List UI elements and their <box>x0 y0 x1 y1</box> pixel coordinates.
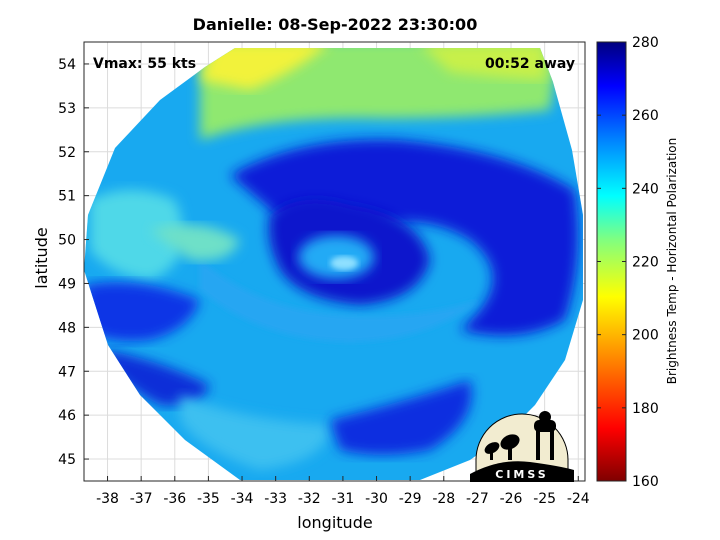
cyan-band-south <box>180 395 330 470</box>
cold-spiral-arm <box>230 139 579 336</box>
time-offset-label: 00:52 away <box>485 56 575 72</box>
y-tick-label: 53 <box>58 101 76 117</box>
x-tick-label: -31 <box>331 491 354 507</box>
y-axis-label: latitude <box>32 227 51 288</box>
y-tick-labels: 45 46 47 48 49 50 51 52 53 54 <box>58 57 89 468</box>
warm-spiral-band <box>150 224 240 261</box>
y-tick-label: 46 <box>58 408 76 424</box>
microwave-swath <box>84 48 583 480</box>
chart-title: Danielle: 08-Sep-2022 23:30:00 <box>193 15 478 34</box>
x-tick-label: -33 <box>264 491 287 507</box>
warm-patch-north <box>200 48 330 90</box>
x-tick-label: -34 <box>231 491 254 507</box>
x-tick-label: -30 <box>365 491 388 507</box>
cimss-logo-text: CIMSS <box>495 468 548 481</box>
x-tick-label: -32 <box>298 491 321 507</box>
y-tick-label: 48 <box>58 320 76 336</box>
x-tick-label: -25 <box>533 491 556 507</box>
x-tick-label: -24 <box>567 491 590 507</box>
vmax-label: Vmax: 55 kts <box>93 56 196 72</box>
cold-band-southwest <box>105 350 210 406</box>
x-tick-label: -38 <box>96 491 119 507</box>
colorbar-ticks: 160 180 200 220 240 260 280 <box>597 35 659 490</box>
x-tick-label: -35 <box>197 491 220 507</box>
x-tick-label: -36 <box>163 491 186 507</box>
x-tick-label: -29 <box>399 491 422 507</box>
colorbar-tick-label: 280 <box>632 35 659 51</box>
x-tick-label: -26 <box>500 491 523 507</box>
colorbar-tick-label: 200 <box>632 328 659 344</box>
cold-band-south <box>330 380 472 455</box>
y-tick-label: 51 <box>58 189 76 205</box>
storm-eye <box>298 235 375 280</box>
x-axis-label: longitude <box>297 513 372 532</box>
y-tick-label: 47 <box>58 364 76 380</box>
colorbar-tick-label: 180 <box>632 401 659 417</box>
axes-frame <box>83 41 586 482</box>
colorbar: 160 180 200 220 240 260 280 Brightness Temp - … <box>596 35 679 490</box>
colorbar-tick-label: 220 <box>632 255 659 271</box>
colorbar-gradient <box>596 41 627 482</box>
map-axes: -38 -37 -36 -35 -34 -33 -32 -31 -30 -29 -28 -27 -26-… <box>58 41 590 507</box>
storm-eye-center <box>330 256 359 271</box>
cold-band-west <box>84 282 200 342</box>
x-tick-label: -37 <box>130 491 153 507</box>
y-tick-label: 50 <box>58 233 76 249</box>
x-tick-labels: -38 -37 -36 -35 -34 -33 -32 -31 -30 -29 -28 -27 -26-… <box>96 476 590 507</box>
y-tick-label: 52 <box>58 145 76 161</box>
colorbar-tick-label: 240 <box>632 181 659 197</box>
cimss-logo: CIMSS <box>470 411 574 482</box>
x-tick-label: -27 <box>466 491 489 507</box>
y-tick-label: 45 <box>58 452 76 468</box>
y-tick-label: 54 <box>58 57 76 73</box>
y-tick-label: 49 <box>58 276 76 292</box>
x-tick-label: -28 <box>432 491 455 507</box>
colorbar-tick-label: 160 <box>632 474 659 490</box>
warm-patch-northeast <box>420 48 545 80</box>
colorbar-label: Brightness Temp - Horizontal Polarizatio… <box>665 138 679 385</box>
cyan-patch-west <box>90 190 184 280</box>
colorbar-tick-label: 260 <box>632 108 659 124</box>
spiral-band-inner <box>200 260 480 342</box>
